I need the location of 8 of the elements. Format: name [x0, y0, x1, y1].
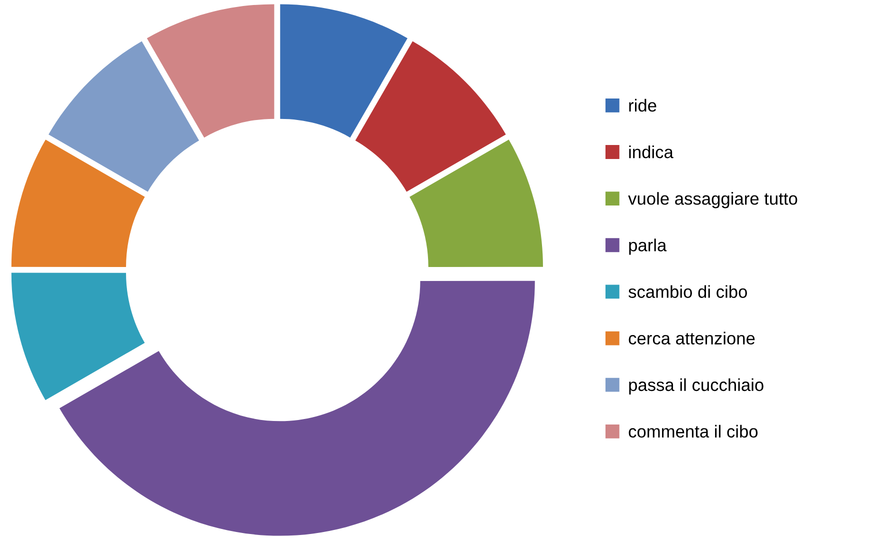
legend-label: indica	[629, 145, 674, 158]
legend-label: commenta il cibo	[628, 424, 758, 438]
legend-label: passa il cucchiaio	[629, 378, 764, 395]
legend-label: vuole assaggiare tutto	[628, 192, 798, 208]
legend-label: scambio di cibo	[628, 285, 747, 298]
legend-label: ride	[629, 98, 656, 112]
legend-label: parla	[629, 238, 667, 255]
legend-label: cerca attenzione	[628, 332, 755, 345]
